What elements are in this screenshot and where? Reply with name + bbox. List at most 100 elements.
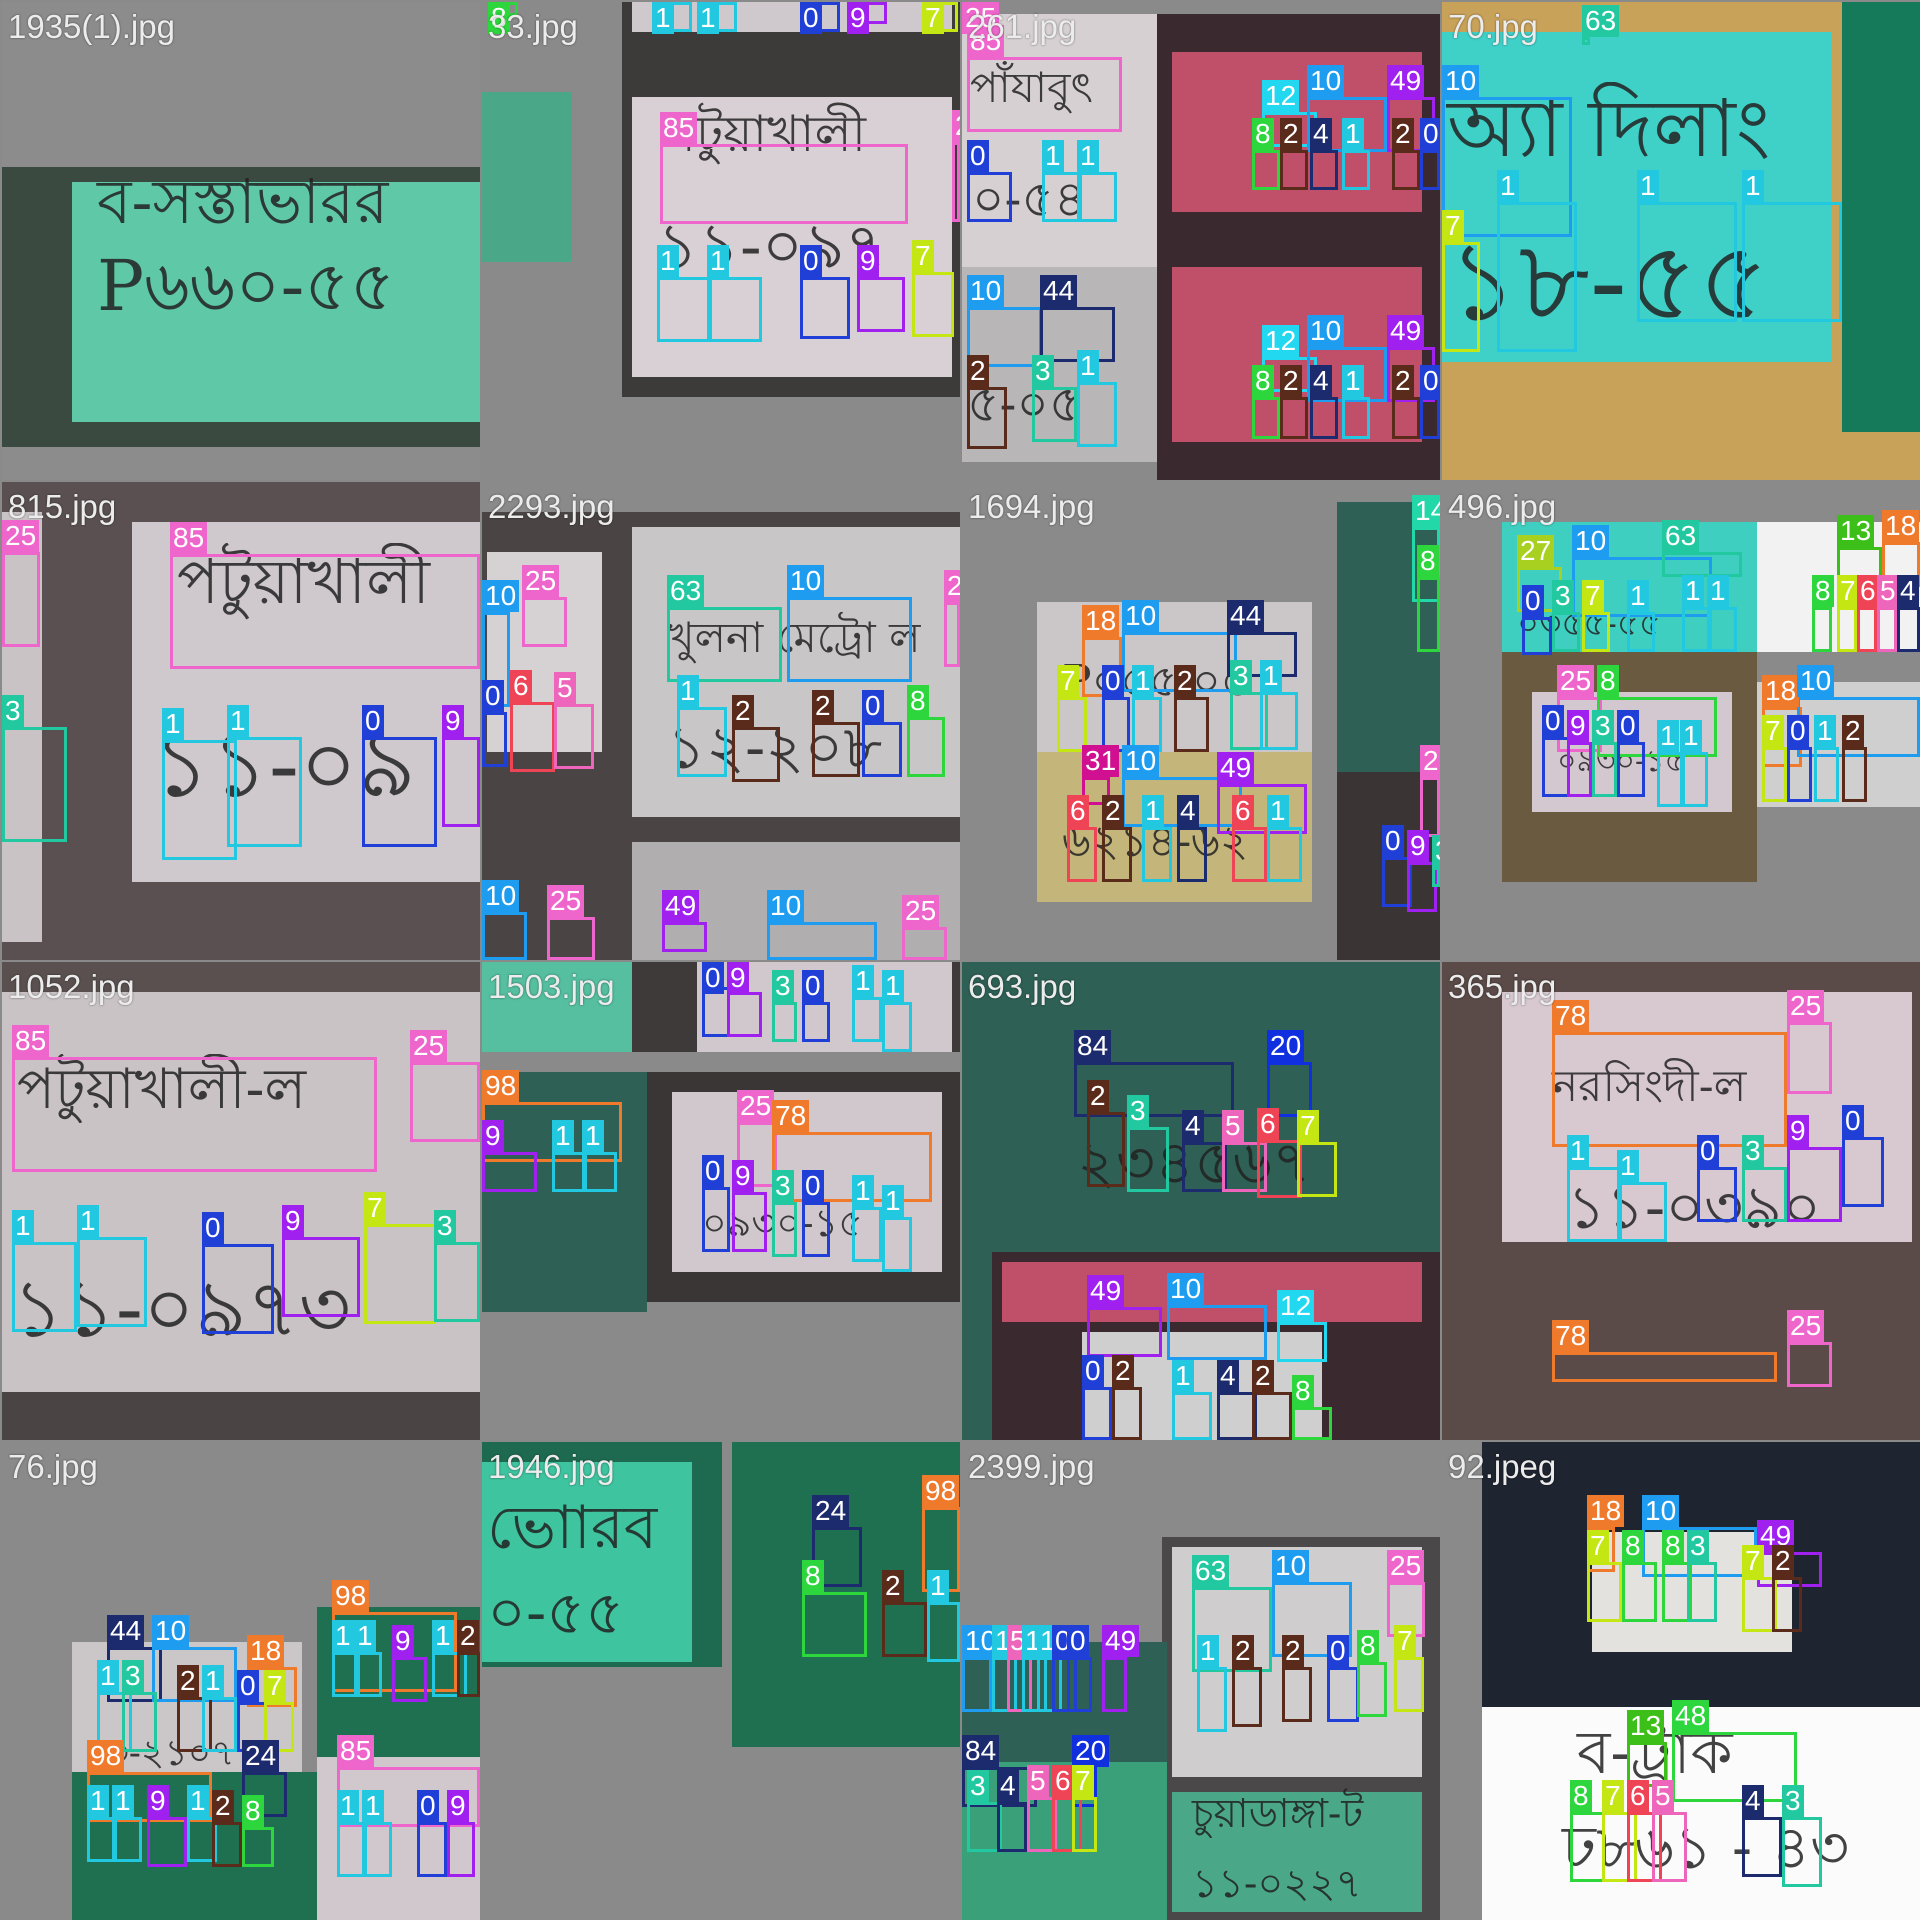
class-label: 10 [1122, 600, 1160, 632]
class-label: 0 [802, 1170, 824, 1202]
class-label: 7 [1297, 1110, 1319, 1142]
bounding-box [170, 554, 480, 669]
class-label: 2 [882, 1570, 904, 1602]
class-label: 44 [107, 1615, 145, 1647]
class-label: 25 [1557, 665, 1595, 697]
image-tile: অ্যা দিলাং ১৮-৫৫ 10 63 7 1 1 1 70.jpg [1442, 2, 1920, 480]
class-label: 49 [1217, 752, 1255, 784]
image-region [1002, 1262, 1422, 1322]
class-label: 8 [1662, 1530, 1684, 1562]
bounding-box [1787, 1342, 1832, 1387]
bounding-box [677, 707, 727, 777]
bounding-box [362, 737, 437, 847]
class-label: 7 [912, 240, 934, 272]
class-label: 4 [1182, 1110, 1204, 1142]
bounding-box [1672, 1732, 1797, 1802]
class-label: 7 [1582, 580, 1604, 612]
class-label: 0 [1617, 710, 1639, 742]
bounding-box [882, 1217, 912, 1272]
bounding-box [787, 597, 912, 682]
bounding-box [1417, 577, 1440, 652]
plate-text: খুলনা মেট্রো ল [667, 613, 921, 662]
bounding-box [1327, 1667, 1359, 1722]
class-label: 1 [927, 1570, 949, 1602]
tile-filename: 33.jpg [488, 8, 578, 45]
bounding-box [912, 272, 954, 337]
bounding-box [944, 602, 960, 667]
image-region [132, 522, 480, 882]
class-label: 4 [1177, 795, 1199, 827]
bounding-box [1680, 752, 1708, 807]
bounding-box [1267, 827, 1302, 882]
bounding-box [227, 737, 302, 847]
class-label: 6 [1232, 795, 1254, 827]
class-label: 0 [802, 970, 824, 1002]
class-label: 44 [1227, 600, 1265, 632]
bounding-box [354, 1652, 382, 1697]
class-label: 1 [1172, 1360, 1194, 1392]
image-region [1172, 1792, 1422, 1912]
bounding-box [967, 1802, 1002, 1852]
bounding-box [1602, 1812, 1637, 1882]
class-label: 1 [852, 965, 874, 997]
class-label: 8 [907, 685, 929, 717]
tile-filename: 365.jpg [1448, 968, 1557, 1005]
tile-filename: 92.jpeg [1448, 1448, 1557, 1485]
plate-text: ১১-০৩৯০ [1567, 1173, 1822, 1243]
bounding-box [362, 1822, 392, 1877]
class-label: 2 [1252, 1360, 1274, 1392]
bounding-box [800, 277, 850, 339]
bounding-box [1392, 150, 1420, 190]
bounding-box [1342, 150, 1370, 190]
class-label: 1 [1637, 170, 1659, 202]
class-label: 0 [1067, 1625, 1089, 1657]
bounding-box [1877, 607, 1897, 652]
class-label: 12 [1262, 325, 1300, 357]
class-label: 3 [1127, 1095, 1149, 1127]
bounding-box [1497, 202, 1577, 352]
class-label: 2 [1772, 1545, 1794, 1577]
bounding-box [1252, 397, 1280, 439]
class-label: 4 [1897, 575, 1919, 607]
class-label: 9 [1407, 830, 1429, 862]
class-label: 3 [434, 1210, 456, 1242]
class-label: 25 [902, 895, 940, 927]
class-label: 98 [922, 1475, 960, 1507]
image-region [72, 182, 480, 422]
class-label: 25 [547, 885, 585, 917]
bounding-box [1310, 397, 1338, 439]
class-label: 78 [1552, 1000, 1590, 1032]
class-label: 6 [1257, 1108, 1279, 1140]
bounding-box [202, 1697, 237, 1752]
bounding-box [1082, 1387, 1112, 1440]
class-label: 85 [660, 112, 698, 144]
plate-text: চুয়াডাঙ্গা-ট [1192, 1791, 1364, 1837]
class-label: 7 [1394, 1625, 1416, 1657]
class-label: 1 [1197, 1635, 1219, 1667]
class-label: 1 [882, 970, 904, 1002]
bounding-box [12, 1057, 377, 1172]
class-label: 1 [202, 1665, 224, 1697]
tile-filename: 261.jpg [968, 8, 1077, 45]
class-label: 10 [767, 890, 805, 922]
class-label: 1 [337, 1790, 359, 1822]
class-label: 1 [97, 1660, 119, 1692]
bounding-box [1057, 697, 1087, 752]
class-label: 25 [522, 565, 560, 597]
bounding-box [522, 597, 567, 647]
bounding-box [802, 1592, 867, 1657]
bounding-box [1082, 777, 1110, 805]
class-label: 78 [1552, 1320, 1590, 1352]
bounding-box [702, 1187, 730, 1252]
bounding-box [802, 1002, 830, 1042]
bounding-box [1067, 827, 1097, 882]
image-region [2, 1392, 480, 1440]
class-label: 8 [1292, 1375, 1314, 1407]
class-label: 1 [882, 1185, 904, 1217]
class-label: 49 [662, 890, 700, 922]
bounding-box [282, 1237, 360, 1317]
bounding-box [1142, 827, 1172, 882]
bounding-box [1280, 150, 1308, 190]
class-label: 2 [457, 1620, 479, 1652]
class-label: 13 [1837, 515, 1875, 547]
